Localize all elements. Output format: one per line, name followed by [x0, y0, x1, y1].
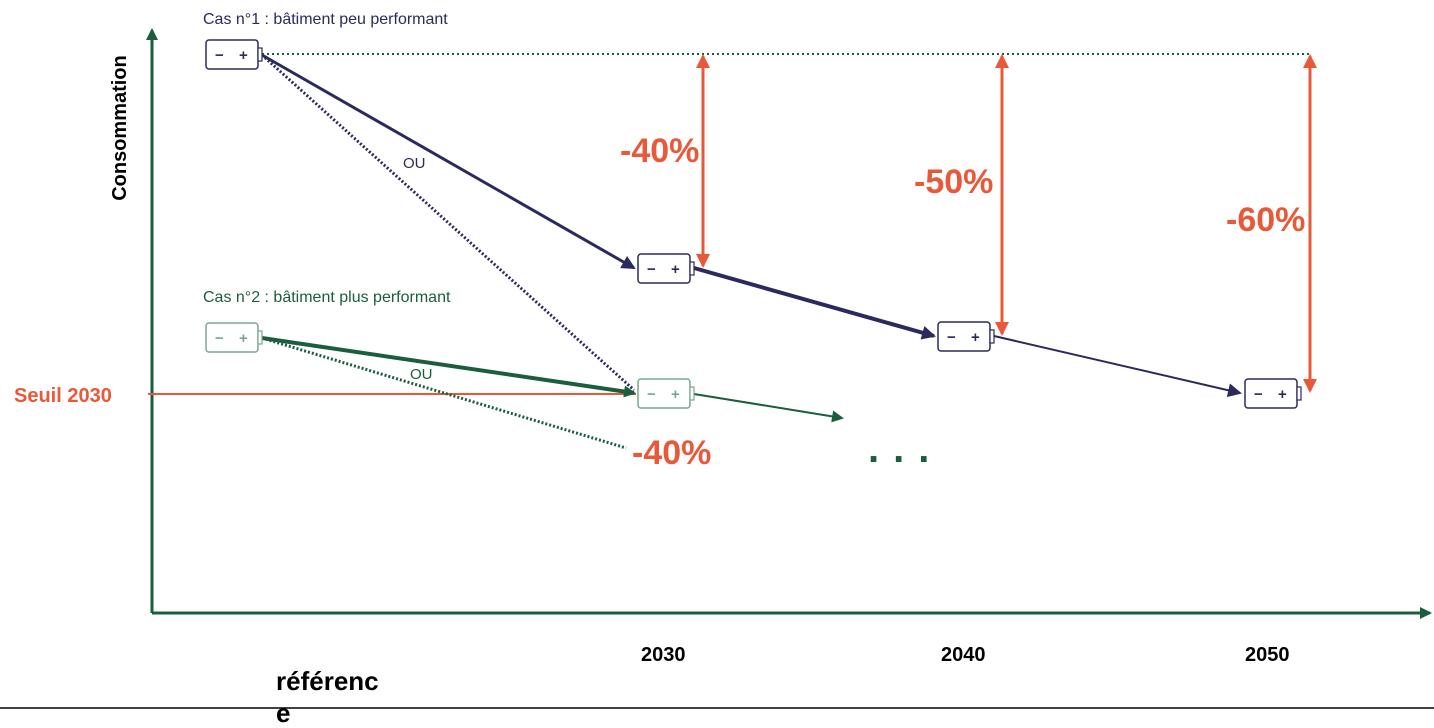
battery-case2-reference-icon: − +: [205, 322, 263, 353]
case1-path-2050: [993, 335, 1242, 398]
case1-path-2030: [261, 53, 636, 270]
battery-case1-reference-icon: − +: [205, 39, 263, 70]
ellipsis: ...: [868, 427, 943, 471]
battery-minus-sign: −: [647, 386, 656, 403]
year-label-2030: 2030: [641, 644, 686, 666]
case1-alternative-path: [260, 53, 636, 392]
battery-plus-sign: +: [971, 329, 980, 346]
case2-alternative-path: [261, 336, 627, 450]
reference-label-line2: e: [276, 698, 290, 728]
battery-plus-sign: +: [671, 386, 680, 403]
case2-title: Cas n°2 : bâtiment plus performant: [203, 289, 451, 306]
reduction-label-2050: -60%: [1226, 201, 1305, 239]
case1-path-2040: [693, 266, 936, 340]
battery-minus-sign: −: [947, 329, 956, 346]
battery-plus-sign: +: [239, 47, 248, 64]
year-label-2040: 2040: [941, 644, 986, 666]
reduction-label-2040: -50%: [914, 163, 993, 201]
case2-path-continuation: [693, 393, 844, 423]
battery-minus-sign: −: [215, 47, 224, 64]
case2-or-label: OU: [410, 366, 433, 383]
battery-minus-sign: −: [215, 330, 224, 347]
reduction-label-case2: -40%: [632, 434, 711, 472]
reference-label-line1: référenc: [276, 666, 379, 696]
reference-label: référenc e: [276, 666, 386, 728]
battery-plus-sign: +: [239, 330, 248, 347]
battery-case2-2030-icon: − +: [637, 378, 695, 409]
case2-path-2030: [261, 336, 636, 398]
battery-minus-sign: −: [1254, 386, 1263, 403]
battery-minus-sign: −: [647, 261, 656, 278]
battery-case1-2050-icon: − +: [1244, 378, 1302, 409]
battery-case1-2030-icon: − +: [637, 253, 695, 284]
battery-plus-sign: +: [671, 261, 680, 278]
reduction-label-2030: -40%: [620, 132, 699, 170]
case1-title: Cas n°1 : bâtiment peu performant: [203, 11, 448, 28]
y-axis-label: Consommation: [109, 55, 131, 201]
case1-or-label: OU: [403, 155, 426, 172]
year-label-2050: 2050: [1245, 644, 1290, 666]
threshold-label: Seuil 2030: [14, 385, 112, 407]
battery-case1-2040-icon: − +: [937, 321, 995, 352]
battery-plus-sign: +: [1278, 386, 1287, 403]
